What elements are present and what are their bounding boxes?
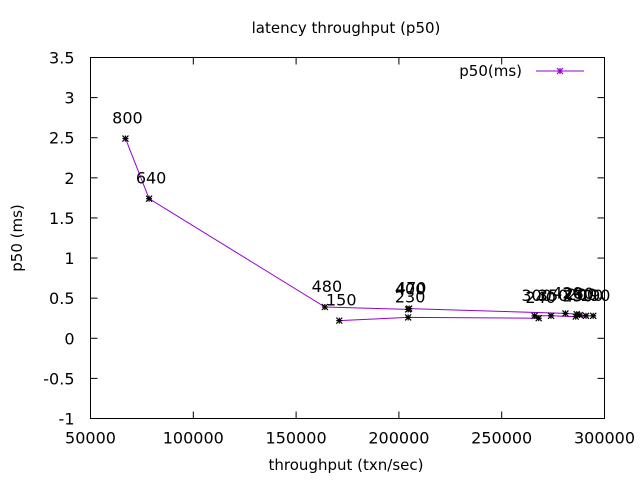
data-point (321, 303, 329, 311)
data-label: 230 (395, 287, 426, 306)
x-axis: 50000 100000 150000 200000 250000 300000 (65, 57, 635, 448)
data-label: 400 (395, 279, 426, 298)
data-point (535, 314, 543, 322)
data-point (589, 312, 597, 320)
data-label: 300 (521, 286, 552, 305)
x-tick-label: 250000 (471, 429, 532, 448)
y-tick-label: 1 (64, 249, 74, 268)
y-tick-label: -1 (59, 410, 75, 429)
data-point (335, 317, 343, 325)
data-label: 190 (580, 286, 611, 305)
data-point (562, 309, 569, 317)
plot-frame (90, 57, 605, 419)
data-label: 640 (136, 169, 167, 188)
data-label: 240 (525, 288, 556, 307)
x-tick-label: 300000 (574, 429, 635, 448)
data-label: 800 (112, 109, 143, 128)
y-tick-label: -0.5 (43, 369, 74, 388)
chart-title: latency throughput (p50) (252, 19, 441, 37)
x-tick-label: 100000 (163, 429, 224, 448)
y-tick-label: 3.5 (49, 49, 74, 68)
data-label: 420 (552, 283, 583, 302)
y-tick-label: 2 (64, 169, 74, 188)
data-label: 150 (326, 291, 357, 310)
x-tick-label: 150000 (266, 429, 327, 448)
y-tick-label: 0 (64, 329, 74, 348)
y-tick-label: 3 (64, 89, 74, 108)
data-point (405, 305, 413, 313)
y-axis: -1 -0.5 0 0.5 1 1.5 2 2.5 3 3.5 (43, 49, 605, 429)
data-label: 300 (573, 286, 604, 305)
x-tick-label: 200000 (368, 429, 429, 448)
data-label: 470 (396, 279, 427, 298)
data-point (404, 313, 412, 321)
data-point (572, 313, 580, 321)
data-point (582, 312, 590, 320)
data-point (547, 312, 555, 320)
data-label: 350 (538, 286, 569, 305)
y-tick-label: 2.5 (49, 129, 74, 148)
data-point (145, 195, 153, 203)
legend-label: p50(ms) (459, 62, 522, 80)
data-label: 200 (567, 285, 598, 304)
y-tick-label: 1.5 (49, 209, 74, 228)
series-layer (122, 135, 597, 325)
data-label: 250 (562, 287, 593, 306)
y-axis-title: p50 (ms) (8, 204, 26, 272)
y-tick-label: 0.5 (49, 289, 74, 308)
data-point (122, 135, 129, 142)
legend: p50(ms) (459, 62, 584, 80)
legend-marker (556, 67, 564, 75)
data-label: 280 (563, 284, 594, 303)
x-axis-title: throughput (txn/sec) (269, 456, 424, 474)
data-label: 480 (312, 277, 343, 296)
x-tick-label: 50000 (65, 429, 116, 448)
